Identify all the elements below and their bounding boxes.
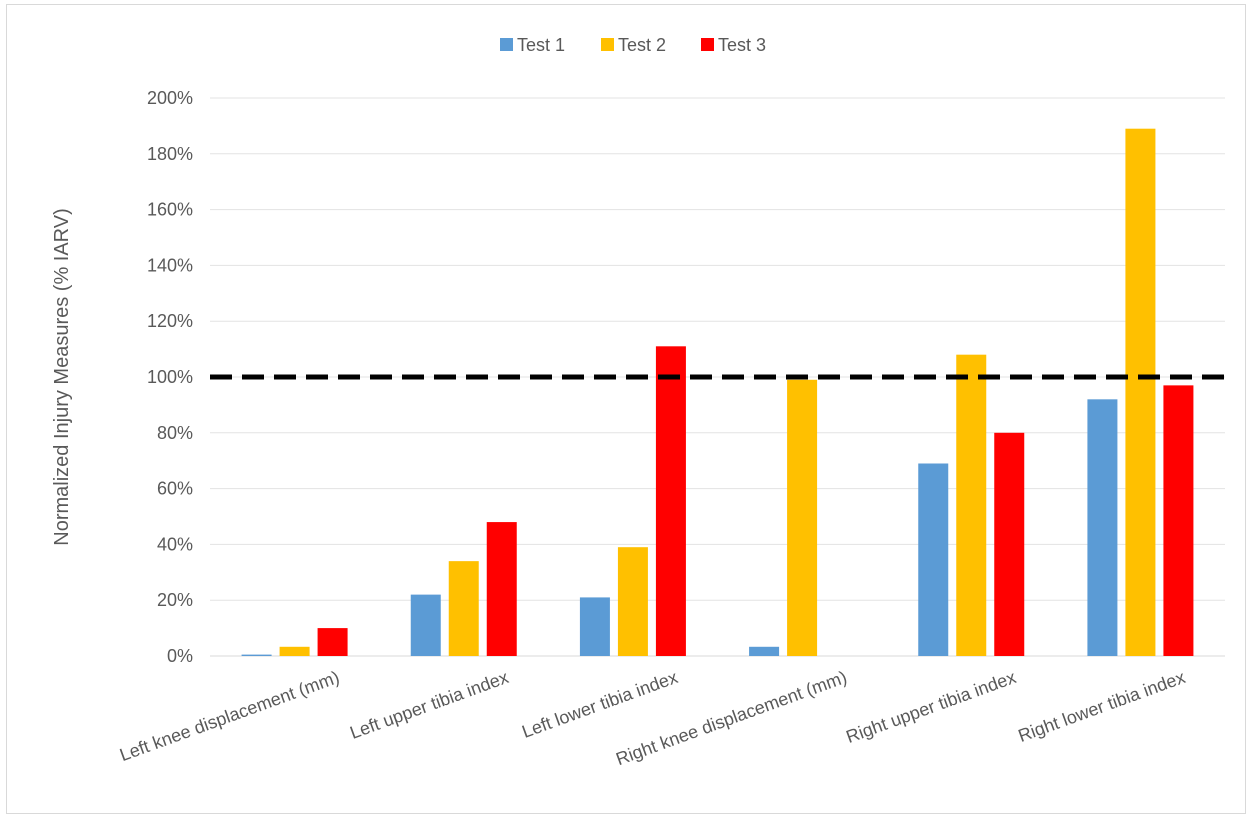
y-tick-labels: 0% 20% 40% 60% 80% 100% 120% 140% 160% 180% 200% [147, 88, 193, 666]
bar [448, 561, 479, 656]
legend-swatch [701, 38, 714, 51]
y-tick-label: 80% [157, 423, 193, 443]
bar [1125, 128, 1156, 656]
y-tick-label: 100% [147, 367, 193, 387]
bar [918, 463, 949, 656]
bar [1087, 399, 1118, 656]
y-tick-label: 40% [157, 534, 193, 554]
bar [956, 354, 987, 656]
bar [579, 597, 610, 656]
y-tick-label: 180% [147, 144, 193, 164]
category-labels: Left knee displacement (mm) Left upper ti… [117, 667, 1188, 769]
legend-label: Test 3 [718, 35, 766, 55]
legend-label: Test 2 [618, 35, 666, 55]
y-tick-label: 20% [157, 590, 193, 610]
bar [241, 654, 272, 656]
y-tick-label: 60% [157, 479, 193, 499]
y-axis-title: Normalized Injury Measures (% IARV) [51, 208, 73, 546]
category-label: Left upper tibia index [347, 667, 511, 743]
category-label: Left knee displacement (mm) [117, 667, 342, 765]
legend-label: Test 1 [517, 35, 565, 55]
category-label: Left lower tibia index [519, 667, 680, 742]
bar [1163, 385, 1194, 656]
bar [749, 646, 780, 656]
y-tick-label: 160% [147, 200, 193, 220]
bar [317, 628, 348, 656]
bar [410, 594, 441, 656]
bar [617, 547, 648, 656]
bars [241, 128, 1194, 656]
y-tick-label: 120% [147, 311, 193, 331]
legend-swatch [500, 38, 513, 51]
gridlines [210, 97, 1225, 657]
legend-swatch [601, 38, 614, 51]
category-label: Right lower tibia index [1015, 667, 1187, 746]
y-tick-label: 140% [147, 255, 193, 275]
y-tick-label: 0% [167, 646, 193, 666]
y-tick-label: 200% [147, 88, 193, 108]
bar [787, 379, 818, 656]
category-label: Right upper tibia index [843, 667, 1018, 747]
bar [486, 522, 517, 656]
bar [994, 432, 1025, 656]
bar [279, 646, 310, 656]
chart-frame [6, 4, 1246, 814]
legend: Test 1 Test 2 Test 3 [500, 35, 766, 55]
bar [655, 346, 686, 656]
